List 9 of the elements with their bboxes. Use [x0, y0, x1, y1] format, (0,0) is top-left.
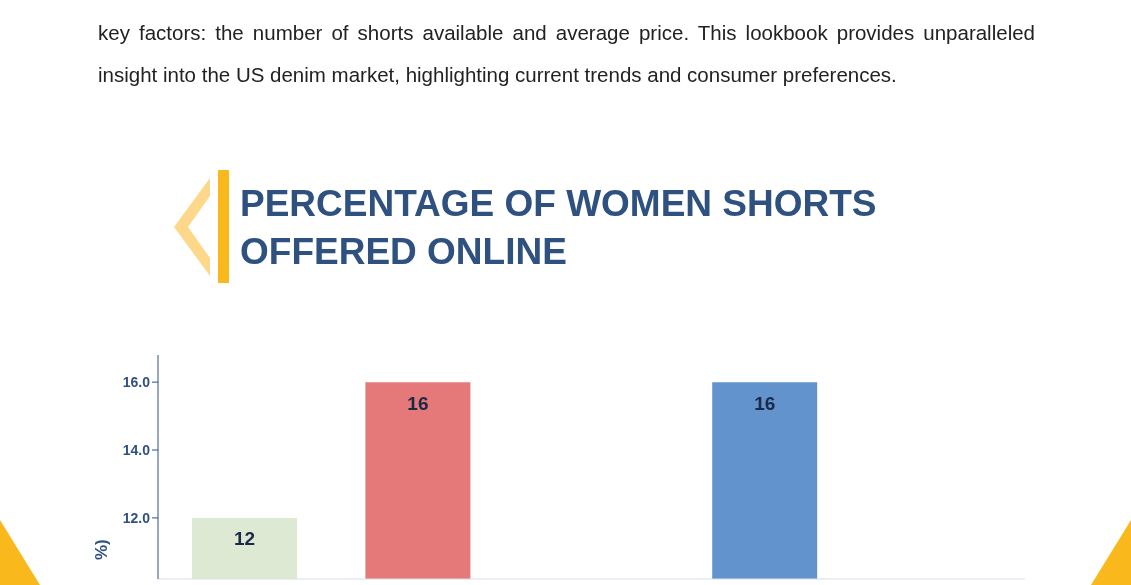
y-tick-label: 14.0 — [122, 442, 151, 458]
y-tick-label: 12.0 — [122, 509, 151, 526]
data-label: 16 — [407, 392, 429, 414]
chart-title: PERCENTAGE OF WOMEN SHORTS OFFERED ONLINE — [240, 182, 878, 274]
y-tick-label: 16.0 — [122, 374, 151, 391]
text: key factors: the number of shorts available and average price. This lookbook provides unparalleled insight into the US denim market, highlighting current trends and consumer preferences. — [98, 20, 1035, 88]
y-axis-title: %) — [92, 539, 112, 560]
data-label: 16 — [754, 392, 776, 414]
data-label: 12 — [233, 528, 256, 550]
